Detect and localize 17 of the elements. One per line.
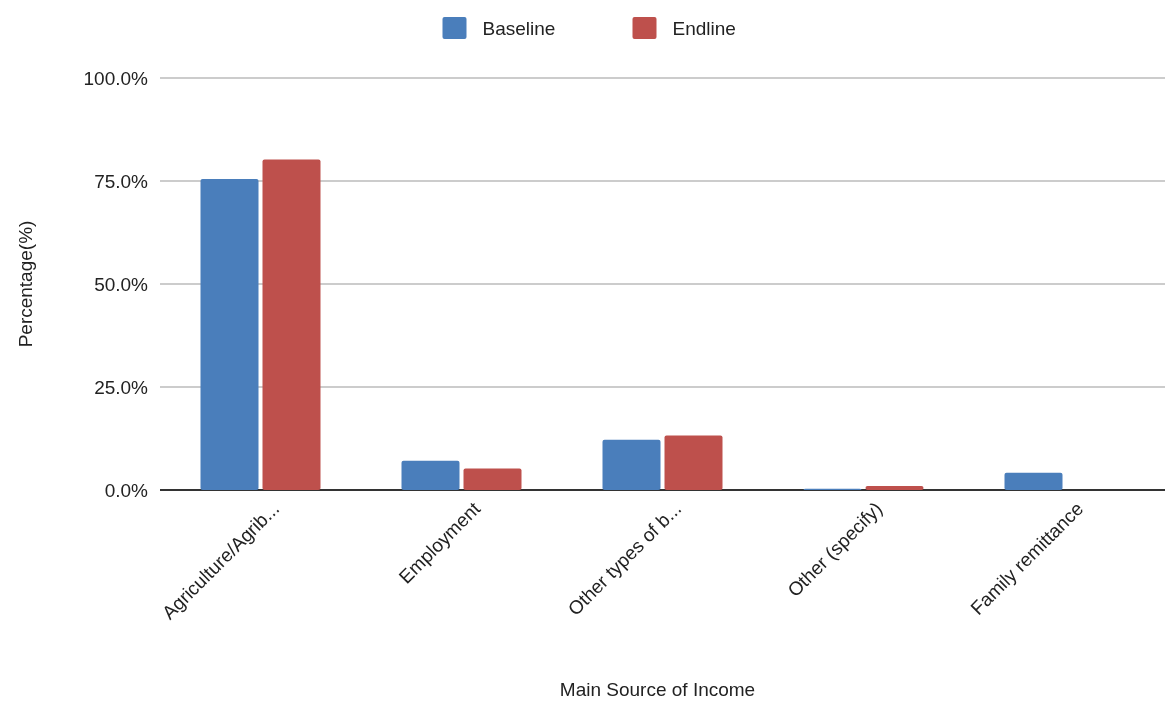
bar	[602, 439, 661, 490]
bar	[463, 468, 522, 490]
x-axis-title: Main Source of Income	[559, 679, 756, 700]
bar	[262, 159, 321, 490]
legend-label: Endline	[672, 17, 736, 39]
y-tick-label: 25.0%	[94, 376, 149, 398]
bar	[200, 178, 259, 490]
bar	[664, 435, 723, 490]
bar	[865, 485, 924, 490]
y-tick-label: 0.0%	[104, 479, 149, 501]
y-tick-label: 50.0%	[94, 273, 149, 295]
bar	[1004, 472, 1063, 490]
bar	[401, 460, 460, 490]
legend-label: Baseline	[482, 17, 556, 39]
y-tick-label: 75.0%	[94, 170, 149, 192]
y-tick-label: 100.0%	[83, 67, 149, 89]
y-axis-title: Percentage(%)	[15, 220, 36, 348]
